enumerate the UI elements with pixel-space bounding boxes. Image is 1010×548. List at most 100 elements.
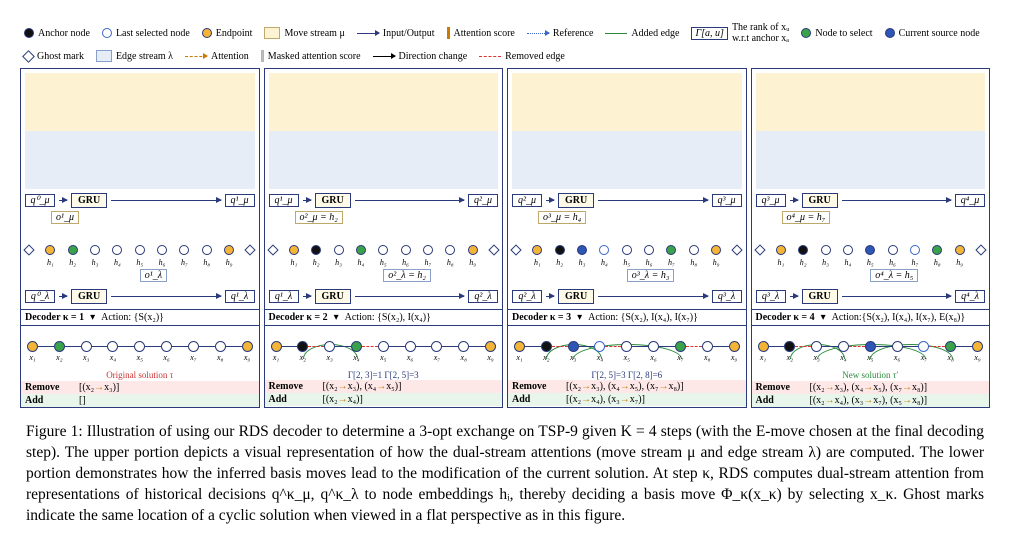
route-node: x₅ [134,341,145,352]
arrow-icon [59,200,67,201]
action-head: Decoder κ = 1▾Action: {S(x₂)} [21,310,259,326]
embedding-node: h₆ [401,245,411,255]
node-strip: h₁h₂h₃h₄h₅h₆h₇h₈h₉ [269,227,499,269]
route-link [632,346,648,347]
legend-added-edge: Added edge [605,28,679,39]
node-label: h₉ [956,258,963,267]
lambda-row: q²_λGRUq³_λ [512,285,742,307]
route-link [822,346,838,347]
route-diagram: x₁x₂x₃x₄x₅x₆x₇x₈x₉ [508,326,746,362]
route-node: x₁ [27,341,38,352]
q-mu-in: q⁰_μ [25,194,55,207]
lambda-band [512,131,742,189]
route-node-label: x₂ [300,353,306,362]
embedding-node: h₉ [711,245,721,255]
o-mu-row: o³_μ = h₄ [512,211,742,227]
legend-removed-edge: Removed edge [479,51,565,62]
legend-current-source: Current source node [885,28,980,39]
route-link [469,346,485,347]
action-block: Decoder κ = 3▾Action: {S(x₂), I(x₄), I(x… [507,310,747,408]
route-node-label: x₉ [731,353,737,362]
embedding-node: h₄ [843,245,853,255]
legend-label: Removed edge [505,51,565,62]
route-node: x₅ [865,341,876,352]
legend-label: Node to select [815,28,872,39]
route-link [118,346,134,347]
add-label: Add [269,394,317,405]
route-node: x₉ [729,341,740,352]
route-link [282,346,298,347]
route-node-label: x₈ [948,353,954,362]
legend-endpoint: Endpoint [202,28,253,39]
node-label: h₃ [579,258,586,267]
o-mu: o²_μ = h₂ [295,211,343,224]
embedding-node: h₁ [776,245,786,255]
route-link [876,346,892,347]
route-link [172,346,188,347]
node-label: h₃ [92,258,99,267]
route-diagram: x₁x₂x₃x₄x₅x₆x₇x₈x₉ [21,326,259,362]
to-select-icon [801,28,811,38]
route-node: x₃ [568,341,579,352]
route-node-label: x₄ [110,353,116,362]
gru-block: GRU [315,289,351,304]
legend-label: Move stream μ [284,28,344,39]
route-link [308,346,324,347]
remove-list: [(x₂→x₃), (x₄→x₅), (x₇→x₈)] [566,381,684,392]
node-label: h₉ [226,258,233,267]
ghost-mark-icon [267,244,278,255]
o-lambda: o⁴_λ = h₅ [870,269,918,282]
o-mu-row: o⁴_μ = h₇ [756,211,986,227]
node-label: h₈ [934,258,941,267]
node-label: h₃ [822,258,829,267]
decoder-panel: q²_μGRUq³_μo³_μ = h₄h₁h₂h₃h₄h₅h₆h₇h₈h₉o³… [507,68,747,310]
route-node-label: x₇ [190,353,196,362]
node-label: h₅ [380,258,387,267]
o-lambda-row: o²_λ = h₂ [269,269,499,285]
last-selected-icon [102,28,112,38]
route-link [145,346,161,347]
route-node-label: x₄ [353,353,359,362]
route-link [659,346,675,347]
route-node-label: x₁ [273,353,279,362]
route-node-label: x₆ [163,353,169,362]
arrow-icon [842,296,951,297]
embedding-node: h₅ [135,245,145,255]
legend-reference: Reference [527,28,594,39]
action-label: Action: {S(x₂)} [101,312,164,323]
embedding-node: h₁ [532,245,542,255]
edge-stream-icon [96,50,112,62]
route-node-label: x₇ [677,353,683,362]
add-list: [(x₂→x₄), (x₃→x₇)] [566,394,645,405]
mu-row: q⁰_μGRUq¹_μ [25,189,255,211]
node-label: h₄ [357,258,364,267]
route-node-label: x₅ [137,353,143,362]
q-lambda-in: q³_λ [756,290,786,303]
q-lambda-out: q¹_λ [225,290,255,303]
route-diagram: x₁x₂x₃x₄x₅x₆x₇x₈x₉ [265,326,503,362]
lambda-band [25,131,255,189]
q-mu-out: q¹_μ [225,194,255,207]
route-link [713,346,729,347]
gru-block: GRU [315,193,351,208]
arrow-icon [355,296,464,297]
route-node: x₈ [458,341,469,352]
legend-edge-stream: Edge stream λ [96,50,173,62]
gru-block: GRU [558,193,594,208]
legend-masked-score: Masked attention score [261,50,361,62]
q-mu-in: q²_μ [512,194,542,207]
embedding-node: h₉ [955,245,965,255]
gamma-notes: Γ[2, 3]=1 Γ[2, 5]=3 [265,362,503,380]
legend-label: Masked attention score [268,51,361,62]
o-lambda: o³_λ = h₃ [627,269,675,282]
node-label: h₈ [690,258,697,267]
route-node-label: x₅ [624,353,630,362]
mu-row: q³_μGRUq⁴_μ [756,189,986,211]
route-node: x₁ [271,341,282,352]
node-label: h₄ [114,258,121,267]
route-link [92,346,108,347]
route-node: x₇ [675,341,686,352]
route-node: x₄ [594,341,605,352]
add-row: Add[(x₂→x₄), (x₃→x₇)] [508,393,746,406]
q-lambda-out: q⁴_λ [955,290,985,303]
